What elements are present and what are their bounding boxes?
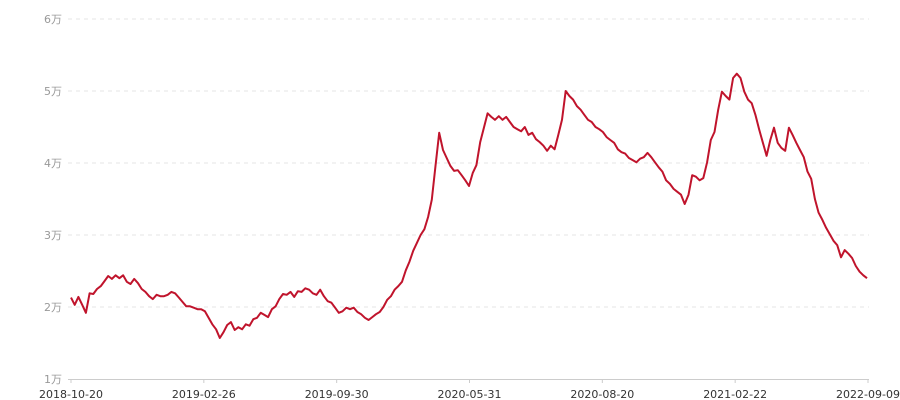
- x-tick-label: 2019-09-30: [305, 388, 369, 400]
- y-tick-label: 1万: [44, 373, 62, 386]
- x-tick-label: 2020-05-31: [438, 388, 502, 400]
- x-tick-label: 2019-02-26: [172, 388, 236, 400]
- x-tick-label: 2018-10-20: [39, 388, 103, 400]
- series-line: [70, 72, 868, 339]
- y-tick-label: 6万: [44, 13, 62, 26]
- y-tick-label: 2万: [44, 301, 62, 314]
- x-tick-label: 2021-02-22: [703, 388, 767, 400]
- y-axis: 1万 2万 3万 4万 5万 6万: [44, 13, 62, 386]
- y-tick-label: 3万: [44, 229, 62, 242]
- x-axis: 2018-10-20 2019-02-26 2019-09-30 2020-05-31…: [39, 379, 900, 400]
- y-tick-label: 5万: [44, 85, 62, 98]
- y-tick-label: 4万: [44, 157, 62, 170]
- x-tick-label: 2020-08-20: [570, 388, 634, 400]
- x-tick-label: 2022-09-09: [836, 388, 900, 400]
- grid-lines: [68, 18, 869, 308]
